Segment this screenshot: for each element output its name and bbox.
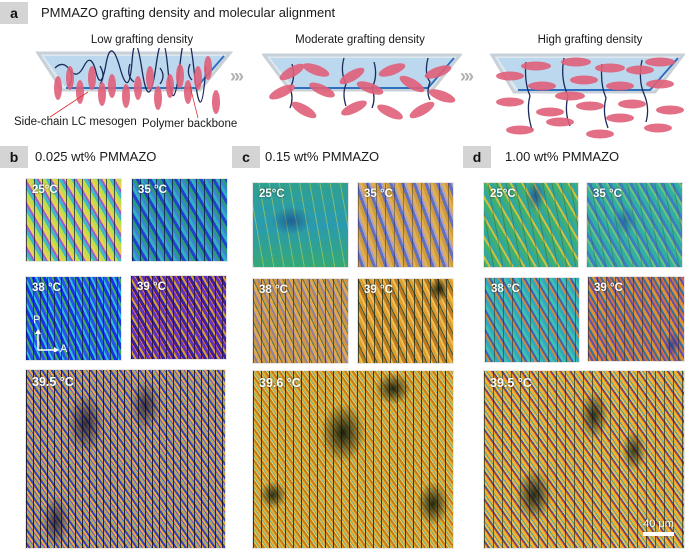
arrow-icon: »» bbox=[230, 66, 244, 86]
temperature-label: 38 °C bbox=[491, 283, 520, 295]
temperature-label: 35 °C bbox=[364, 188, 393, 200]
micrograph-b-39-5C: 39.5 °C bbox=[25, 369, 226, 549]
annotation-arrows bbox=[49, 85, 199, 119]
temperature-label: 38 °C bbox=[259, 284, 288, 296]
micrograph-b-25C: 25°C bbox=[25, 178, 122, 262]
scale-bar-line bbox=[643, 532, 674, 536]
caption-moderate: Moderate grafting density bbox=[295, 34, 425, 46]
micrograph-d-38C: 38 °C bbox=[484, 277, 580, 363]
temperature-label: 35 °C bbox=[593, 188, 622, 200]
polarizer-analyzer-icon: P A bbox=[32, 314, 68, 355]
caption-low: Low grafting density bbox=[90, 34, 194, 46]
temperature-label: 39.5 °C bbox=[490, 376, 532, 390]
temperature-label: 25°C bbox=[259, 188, 285, 200]
micrograph-c-38C: 38 °C bbox=[252, 278, 349, 364]
micrograph-c-35C: 35 °C bbox=[357, 182, 454, 268]
micrograph-b-35C: 35 °C bbox=[131, 178, 228, 262]
arrow-icon: »» bbox=[460, 66, 474, 86]
micrograph-d-35C: 35 °C bbox=[586, 182, 683, 268]
temperature-label: 25°C bbox=[490, 188, 516, 200]
backbone-annotation: Polymer backbone bbox=[142, 118, 238, 130]
temperature-label: 39 °C bbox=[137, 281, 166, 293]
temperature-label: 38 °C bbox=[32, 282, 61, 294]
temperature-label: 39.6 °C bbox=[259, 376, 301, 390]
temperature-label: 39 °C bbox=[364, 284, 393, 296]
temperature-label: 35 °C bbox=[138, 184, 167, 196]
panel-b-tag: b bbox=[0, 146, 28, 168]
panel-b-title: 0.025 wt% PMMAZO bbox=[35, 149, 157, 164]
micrograph-c-39C: 39 °C bbox=[357, 278, 454, 364]
temperature-label: 39 °C bbox=[594, 282, 623, 294]
micrograph-b-38C: 38 °C P A bbox=[25, 276, 122, 361]
polarizer-label: P bbox=[33, 314, 41, 326]
panel-d-title: 1.00 wt% PMMAZO bbox=[505, 149, 620, 164]
low-grafting-diagram bbox=[35, 48, 234, 114]
high-grafting-diagram bbox=[490, 53, 685, 139]
micrograph-d-39-5C: 39.5 °C 40 μm bbox=[483, 370, 685, 549]
temperature-label: 25°C bbox=[32, 184, 58, 196]
panel-c-tag: c bbox=[232, 146, 260, 168]
panel-a-title: PMMAZO grafting density and molecular al… bbox=[41, 5, 336, 20]
micrograph-d-25C: 25°C bbox=[483, 182, 579, 268]
micrograph-d-39C: 39 °C bbox=[587, 276, 685, 362]
scale-bar: 40 μm bbox=[643, 518, 674, 536]
scale-bar-label: 40 μm bbox=[643, 518, 674, 530]
mesogen-annotation: Side-chain LC mesogen bbox=[14, 116, 137, 128]
micrograph-c-39-6C: 39.6 °C bbox=[252, 370, 454, 549]
panel-d-tag: d bbox=[463, 146, 491, 168]
micrograph-b-39C: 39 °C bbox=[130, 275, 227, 360]
moderate-grafting-diagram bbox=[262, 53, 462, 120]
temperature-label: 39.5 °C bbox=[32, 375, 74, 389]
micrograph-c-25C: 25°C bbox=[252, 182, 349, 268]
panel-a-tag: a bbox=[0, 2, 28, 24]
caption-high: High grafting density bbox=[537, 34, 643, 46]
analyzer-label: A bbox=[60, 343, 68, 355]
panel-c-title: 0.15 wt% PMMAZO bbox=[265, 149, 380, 164]
